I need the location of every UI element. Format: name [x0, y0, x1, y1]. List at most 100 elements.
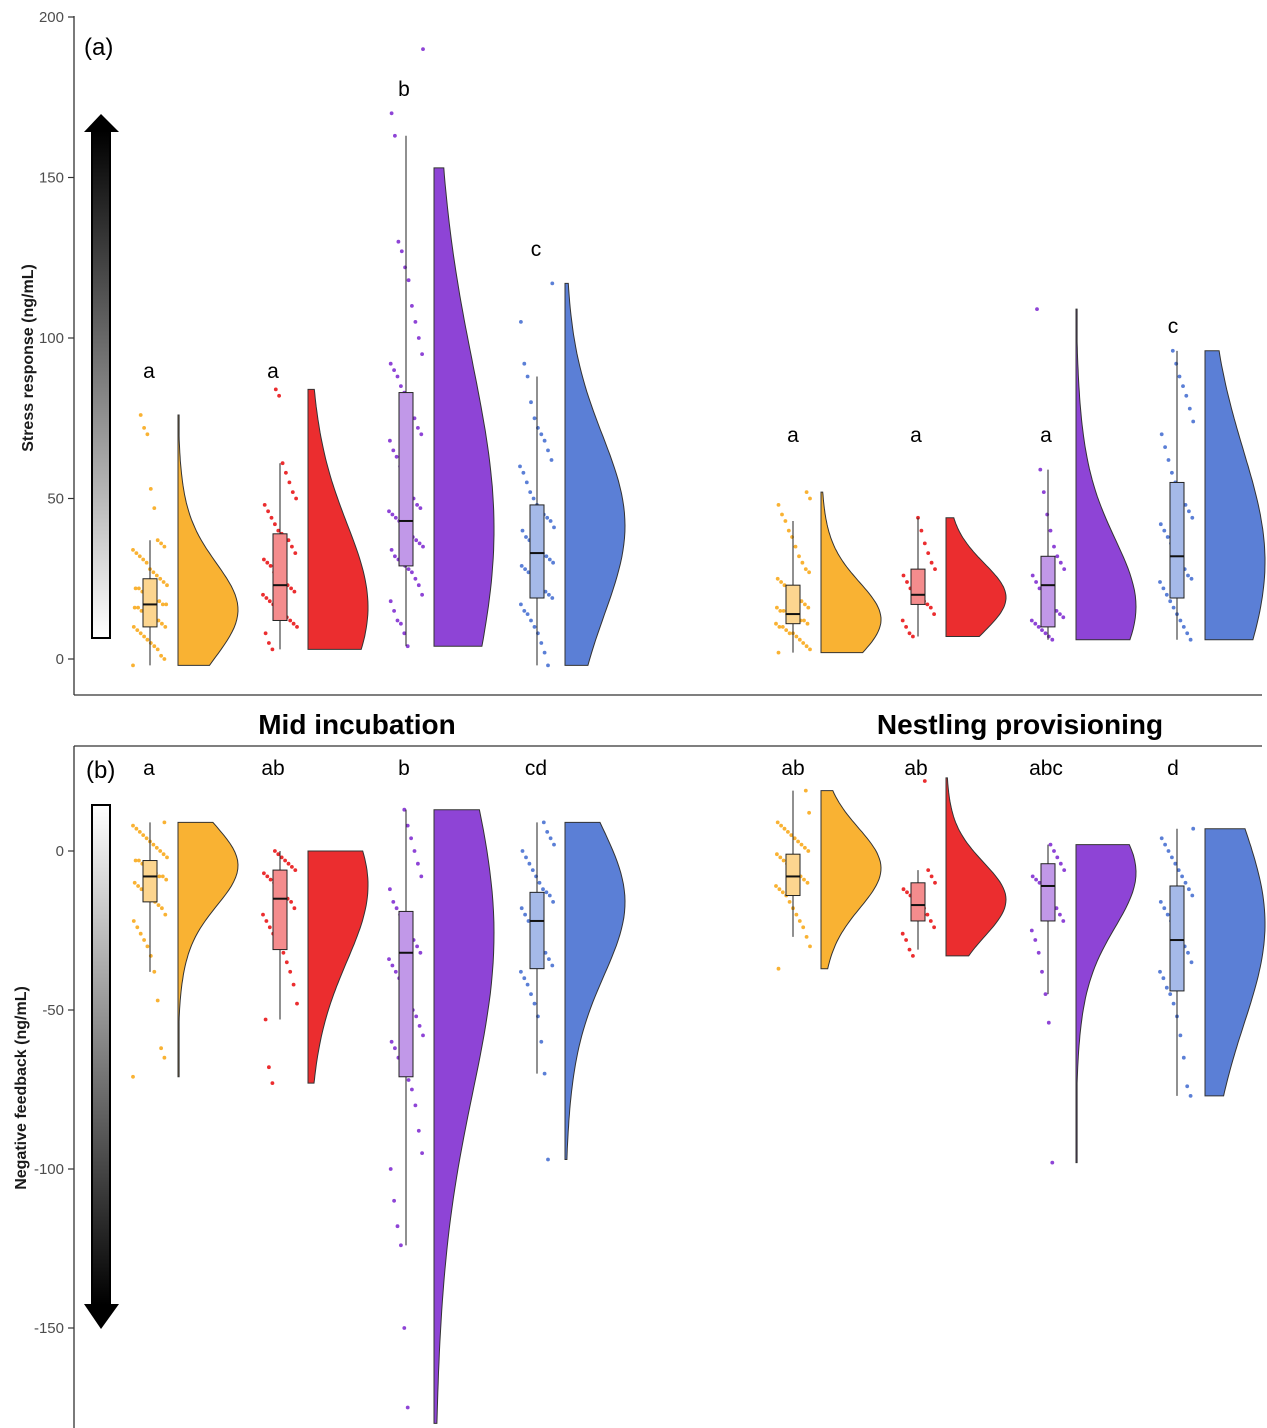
- data-point: [1163, 445, 1167, 449]
- data-point: [778, 855, 783, 860]
- data-point: [1050, 1160, 1055, 1165]
- group-blue-nestling-provisioning: c: [1158, 315, 1266, 642]
- data-point: [1159, 432, 1164, 437]
- phase-label-mid-incubation: Mid incubation: [258, 709, 456, 740]
- data-point: [1183, 503, 1188, 507]
- data-point: [388, 438, 392, 443]
- data-point: [415, 944, 419, 949]
- data-point: [388, 599, 393, 604]
- data-point: [547, 893, 552, 898]
- data-point: [270, 1081, 275, 1085]
- data-point: [152, 506, 157, 510]
- data-point: [289, 900, 293, 904]
- data-point: [420, 352, 424, 356]
- data-point: [529, 992, 533, 996]
- data-point: [518, 464, 522, 469]
- y-tick-label: 50: [47, 491, 64, 508]
- data-point: [406, 278, 411, 283]
- data-point: [922, 779, 927, 783]
- box-iqr: [398, 392, 414, 567]
- data-point: [544, 554, 549, 559]
- box-iqr: [785, 853, 801, 897]
- data-point: [291, 982, 296, 987]
- data-point: [399, 621, 403, 626]
- data-point: [528, 490, 533, 494]
- data-point: [1029, 618, 1034, 623]
- panel-a-y-ticks: 0 50 100 150 200: [39, 9, 74, 668]
- data-point: [803, 845, 807, 850]
- data-point: [295, 625, 299, 629]
- data-point: [911, 634, 915, 639]
- data-point: [1178, 1033, 1183, 1038]
- data-point: [142, 938, 147, 942]
- data-point: [405, 1405, 410, 1410]
- data-point: [519, 906, 524, 911]
- data-point: [1061, 615, 1066, 620]
- data-point: [416, 861, 420, 866]
- data-point: [541, 887, 545, 892]
- significance-letter: ab: [781, 757, 804, 780]
- data-point: [413, 576, 418, 581]
- data-point: [409, 836, 413, 841]
- data-point: [399, 1243, 403, 1248]
- data-point: [1186, 573, 1190, 578]
- density-cloud: [945, 777, 1007, 957]
- data-point: [265, 874, 270, 879]
- data-point: [391, 900, 396, 904]
- data-point: [543, 950, 548, 955]
- data-point: [134, 551, 139, 555]
- y-tick-label: -150: [34, 1320, 64, 1337]
- data-point: [160, 621, 164, 626]
- data-point: [268, 564, 273, 568]
- data-point: [1058, 861, 1063, 866]
- data-point: [803, 567, 808, 571]
- data-point: [545, 830, 550, 834]
- data-point: [410, 304, 414, 308]
- data-point: [1171, 1001, 1176, 1006]
- data-point: [547, 592, 551, 597]
- data-point: [1045, 512, 1050, 517]
- data-point: [808, 647, 812, 652]
- data-point: [136, 884, 141, 888]
- data-point: [537, 880, 542, 885]
- data-point: [144, 560, 149, 565]
- data-point: [1166, 458, 1171, 462]
- data-point: [399, 384, 403, 388]
- data-point: [288, 618, 293, 623]
- data-point: [163, 912, 168, 917]
- density-cloud: [177, 821, 239, 1078]
- density-cloud: [1204, 828, 1266, 1097]
- data-point: [281, 950, 286, 955]
- data-point: [789, 833, 794, 837]
- data-point: [526, 919, 531, 923]
- data-point: [1036, 950, 1041, 955]
- data-point: [525, 374, 530, 379]
- data-point: [280, 461, 285, 466]
- data-point: [290, 544, 294, 549]
- panel-a: (a) Stress response (ng/mL) 0 50 100 150 200…: [20, 9, 1266, 696]
- data-point: [786, 830, 790, 834]
- significance-letter: b: [398, 757, 410, 780]
- data-point: [135, 925, 140, 930]
- data-point: [131, 663, 135, 668]
- data-point: [264, 919, 269, 923]
- data-point: [781, 609, 786, 613]
- data-point: [1158, 580, 1162, 584]
- data-point: [529, 400, 533, 405]
- data-point: [925, 912, 930, 917]
- data-point: [387, 509, 391, 514]
- data-point: [796, 839, 800, 844]
- data-point: [263, 631, 268, 636]
- data-point: [283, 858, 287, 863]
- density-cloud: [564, 821, 626, 1160]
- data-point: [550, 963, 555, 968]
- data-point: [933, 567, 937, 571]
- data-point: [156, 618, 161, 623]
- data-point: [264, 596, 269, 600]
- data-point: [162, 544, 167, 549]
- data-point: [900, 931, 905, 936]
- y-tick-label: 150: [39, 170, 64, 187]
- data-point: [804, 644, 809, 649]
- data-point: [1037, 586, 1042, 591]
- data-point: [265, 560, 270, 565]
